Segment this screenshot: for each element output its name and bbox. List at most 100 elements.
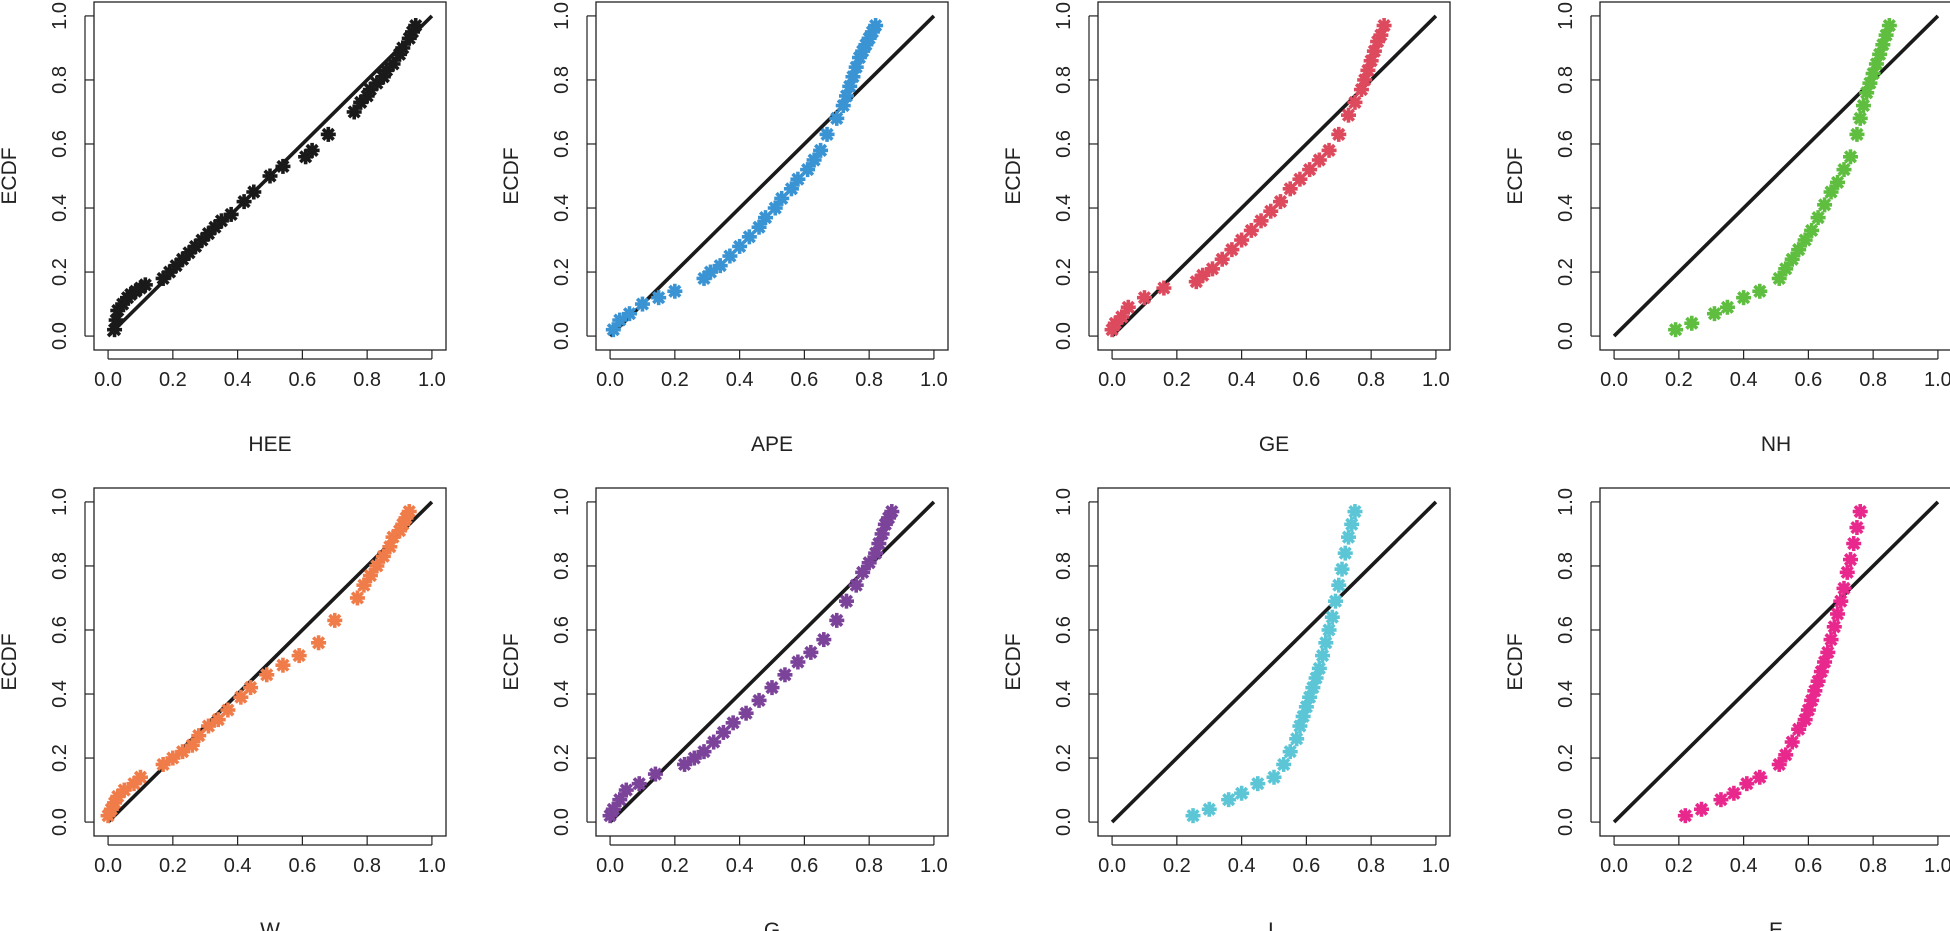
y-tick-label: 0.6: [49, 130, 71, 158]
data-point: [1752, 283, 1768, 299]
asterisk-stroke: [221, 703, 235, 717]
x-tick-label: 0.4: [726, 369, 754, 391]
asterisk-stroke: [778, 668, 792, 682]
plot-frame: [595, 1, 949, 351]
data-point: [1836, 162, 1852, 178]
data-point: [1243, 222, 1259, 238]
asterisk-stroke: [1254, 214, 1268, 228]
asterisk-stroke: [311, 636, 326, 650]
plot-frame: [1599, 1, 1950, 351]
y-tick-label: 0.0: [551, 808, 573, 836]
data-point: [1826, 619, 1842, 635]
asterisk-stroke: [713, 259, 727, 273]
data-point: [327, 612, 343, 628]
y-tick-label: 1.0: [49, 488, 71, 516]
asterisk-stroke: [1824, 185, 1838, 199]
y-tick-label: 0.8: [1053, 66, 1075, 94]
asterisk-stroke: [1785, 735, 1799, 749]
asterisk-stroke: [862, 556, 876, 570]
asterisk-stroke: [1830, 607, 1845, 621]
panel-nh: 0.0 0.2 0.4 0.6 0.8 1.0 0.0 0.2 0.4 0.6 0.8 1.0 NH EC…: [1504, 1, 1950, 456]
data-point: [686, 750, 702, 766]
asterisk-stroke: [632, 777, 646, 791]
data-point: [647, 766, 663, 782]
data-point: [1778, 747, 1794, 763]
panel-l: 0.0 0.2 0.4 0.6 0.8 1.0 0.0 0.2 0.4 0.6 0.8 1.0 L ECD…: [1002, 487, 1451, 931]
reference-line: [1110, 500, 1438, 824]
asterisk-stroke: [247, 185, 261, 199]
data-point: [200, 718, 216, 734]
asterisk-stroke: [1779, 748, 1793, 762]
y-tick-label: 1.0: [551, 488, 573, 516]
data-point: [1852, 110, 1868, 126]
data-point: [1739, 776, 1755, 792]
y-tick-label: 0.2: [1555, 258, 1577, 286]
data-point: [210, 712, 226, 728]
data-point: [1201, 801, 1217, 817]
y-tick-label: 0.8: [49, 66, 71, 94]
y-tick-label: 1.0: [551, 2, 573, 30]
data-point: [375, 548, 391, 564]
data-point: [1311, 660, 1327, 676]
data-point: [631, 776, 647, 792]
x-axis-title: E: [1769, 919, 1783, 931]
asterisk-stroke: [1290, 732, 1304, 746]
data-point: [706, 734, 722, 750]
data-point: [1136, 290, 1152, 306]
asterisk-stroke: [1740, 777, 1754, 791]
data-point: [758, 210, 774, 226]
data-point: [1324, 609, 1340, 625]
data-point: [1823, 632, 1839, 648]
data-point: [1736, 290, 1752, 306]
reference-line: [1110, 14, 1438, 338]
data-point: [751, 219, 767, 235]
data-point: [1282, 744, 1298, 760]
y-axis-title: ECDF: [1002, 633, 1025, 690]
data-point: [764, 680, 780, 696]
data-point: [722, 248, 738, 264]
y-tick-label: 0.8: [551, 66, 573, 94]
x-tick-label: 0.0: [1600, 855, 1628, 877]
asterisk-stroke: [1273, 195, 1288, 209]
asterisk-stroke: [830, 111, 844, 125]
data-point: [1318, 635, 1334, 651]
asterisk-stroke: [619, 783, 633, 797]
asterisk-stroke: [739, 706, 753, 720]
data-point: [243, 680, 259, 696]
data-point: [107, 322, 123, 338]
x-axis-title: G: [764, 919, 780, 931]
x-tick-label: 0.6: [790, 369, 818, 391]
y-tick-label: 0.0: [1053, 322, 1075, 350]
data-point: [213, 213, 229, 229]
asterisk-stroke: [305, 143, 319, 157]
asterisk-stroke: [1853, 504, 1867, 519]
data-point: [175, 744, 191, 760]
asterisk-stroke: [648, 767, 662, 781]
data-point: [1842, 149, 1858, 165]
asterisk-stroke: [1345, 517, 1359, 531]
x-tick-label: 0.0: [596, 855, 624, 877]
asterisk-stroke: [1303, 163, 1317, 177]
data-point: [1842, 552, 1858, 568]
data-point: [1156, 280, 1172, 296]
y-axis-title: ECDF: [1504, 633, 1527, 690]
asterisk-stroke: [1785, 252, 1799, 266]
asterisk-stroke: [1850, 127, 1864, 141]
x-tick-label: 1.0: [920, 855, 948, 877]
x-tick-label: 0.2: [1163, 369, 1191, 391]
x-tick-label: 0.6: [1292, 369, 1320, 391]
x-tick-label: 0.6: [288, 369, 316, 391]
data-point: [1817, 197, 1833, 213]
asterisk-stroke: [758, 211, 773, 225]
data-point: [1311, 152, 1327, 168]
plot-frame: [93, 1, 447, 351]
y-tick-label: 0.4: [1053, 680, 1075, 708]
data-point: [1823, 184, 1839, 200]
data-point: [116, 782, 132, 798]
asterisk-stroke: [237, 195, 251, 209]
data-point: [1677, 808, 1693, 824]
data-point: [1797, 232, 1813, 248]
asterisk-stroke: [726, 716, 740, 730]
asterisk-stroke: [839, 594, 854, 608]
data-point: [1334, 561, 1350, 577]
